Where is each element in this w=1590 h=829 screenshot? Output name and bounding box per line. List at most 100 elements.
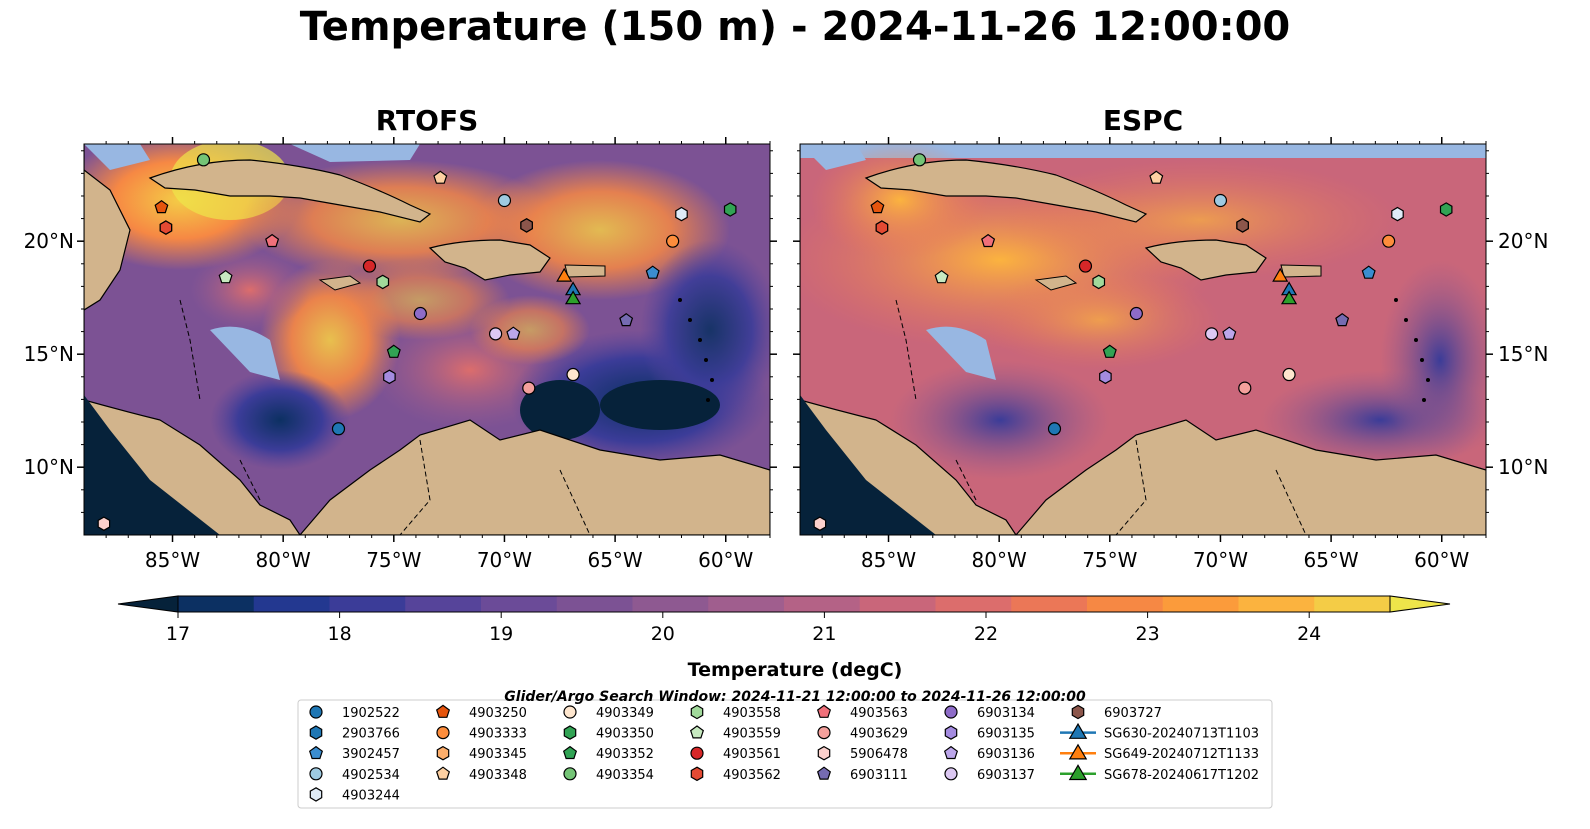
- argo-marker-4903348: [433, 170, 448, 184]
- colorbar-bin: [556, 596, 634, 612]
- argo-marker-3902457: [645, 265, 660, 279]
- argo-marker-6903727: [1236, 218, 1249, 233]
- legend-label: 2903766: [342, 727, 400, 742]
- argo-marker-4903561: [1078, 259, 1093, 273]
- legend-title: Glider/Argo Search Window: 2024-11-21 12…: [504, 689, 1086, 705]
- argo-marker-4903354: [196, 153, 211, 167]
- colorbar-bin: [1314, 596, 1391, 612]
- legend-swatch: [436, 725, 450, 740]
- legend-swatch: [816, 704, 832, 718]
- legend-swatch: [309, 705, 323, 719]
- legend-label: 6903134: [977, 706, 1035, 721]
- colorbar-tick-label: 24: [1297, 623, 1321, 645]
- lat-tick-label: 20°N: [24, 229, 74, 253]
- colorbar-bin: [329, 596, 406, 612]
- panel-title-rtofs: RTOFS: [375, 104, 479, 137]
- glider-marker-SG649-20240712T1133: [1272, 267, 1289, 282]
- argo-marker-5906478: [813, 516, 827, 531]
- lon-tick-label: 75°W: [1082, 548, 1137, 572]
- legend-label: 4903345: [469, 747, 527, 762]
- colorbar-bin: [253, 596, 331, 612]
- argo-marker-6903135: [1099, 369, 1112, 385]
- legend-label: 4903562: [723, 768, 781, 783]
- argo-marker-4903563: [981, 233, 996, 248]
- argo-marker-4903250: [154, 199, 169, 214]
- panel-title-espc: ESPC: [1102, 104, 1184, 137]
- colorbar-bin: [178, 596, 255, 612]
- argo-marker-4903250: [870, 199, 885, 214]
- lat-tick-label: 10°N: [1498, 455, 1548, 479]
- argo-marker-4902534: [1213, 193, 1228, 208]
- argo-marker-4903333: [666, 234, 680, 248]
- argo-marker-4903352: [1102, 344, 1117, 358]
- argo-marker-4903349: [566, 367, 580, 382]
- lon-tick-label: 70°W: [1193, 548, 1248, 572]
- legend-swatch: [816, 766, 832, 780]
- colorbar-bin: [405, 596, 482, 612]
- colorbar-extend-low: [117, 595, 179, 613]
- legend-label: 1902522: [342, 706, 400, 721]
- legend-swatch: [1068, 764, 1088, 781]
- legend-swatch: [308, 745, 324, 760]
- colorbar-bin: [1238, 596, 1315, 612]
- legend-label: 4903354: [596, 768, 654, 783]
- colorbar-tick-label: 20: [651, 623, 675, 645]
- colorbar-tick-label: 22: [974, 623, 998, 645]
- legend-swatch: [436, 745, 450, 761]
- colorbar-bin: [708, 596, 785, 612]
- argo-marker-4903629: [1238, 381, 1252, 395]
- argo-marker-4903559: [218, 269, 233, 284]
- legend-label: 6903136: [977, 747, 1035, 762]
- argo-marker-4903350: [723, 202, 737, 217]
- legend-label: 5906478: [850, 747, 908, 762]
- legend-label: 6903111: [850, 768, 908, 783]
- legend-swatch: [309, 767, 323, 781]
- legend-label: 4903629: [850, 727, 908, 742]
- legend-label: 4903244: [342, 788, 400, 803]
- argo-marker-4903348: [1149, 170, 1164, 184]
- argo-marker-6903134: [413, 306, 427, 321]
- legend-label: 4903250: [469, 706, 527, 721]
- legend-label: 4902534: [342, 768, 400, 783]
- legend-swatch: [563, 705, 577, 719]
- legend-label: SG649-20240712T1133: [1104, 747, 1259, 762]
- legend-swatch: [944, 705, 958, 719]
- argo-marker-4903561: [362, 259, 377, 273]
- legend-label: 4903350: [596, 727, 654, 742]
- legend-label: 6903727: [1104, 706, 1162, 721]
- legend-swatch: [562, 745, 578, 760]
- lat-tick-label: 15°N: [24, 342, 74, 366]
- legend-swatch: [1068, 722, 1088, 739]
- legend-label: 6903137: [977, 768, 1035, 783]
- argo-marker-4903558: [376, 274, 390, 290]
- argo-marker-6903111: [619, 312, 634, 327]
- argo-marker-5906478: [97, 516, 111, 531]
- argo-marker-6903111: [1335, 312, 1350, 327]
- legend-label: 4903563: [850, 706, 908, 721]
- legend-swatch: [309, 725, 323, 740]
- lon-tick-label: 85°W: [145, 548, 200, 572]
- colorbar-extend-high: [1389, 595, 1451, 613]
- argo-marker-1902522: [1047, 422, 1062, 436]
- argo-marker-6903137: [489, 327, 503, 341]
- argo-marker-4903350: [1439, 202, 1453, 217]
- legend-label: 4903559: [723, 727, 781, 742]
- colorbar-tick-label: 23: [1136, 623, 1160, 645]
- legend-swatch: [817, 725, 831, 740]
- colorbar-bin: [859, 596, 937, 612]
- colorbar-bin: [935, 596, 1012, 612]
- legend-swatch: [943, 745, 959, 760]
- argo-marker-4903244: [1391, 206, 1404, 222]
- lat-tick-label: 15°N: [1498, 342, 1548, 366]
- colorbar-tick-label: 21: [812, 623, 836, 645]
- colorbar-bin: [784, 596, 861, 612]
- argo-marker-4902534: [497, 193, 512, 208]
- legend-label: 4903349: [596, 706, 654, 721]
- legend-swatch: [944, 767, 958, 781]
- argo-marker-4903562: [875, 220, 889, 235]
- argo-marker-3902457: [1361, 265, 1376, 279]
- lon-tick-label: 80°W: [256, 548, 311, 572]
- colorbar-bin: [1011, 596, 1088, 612]
- argo-marker-6903136: [506, 326, 521, 340]
- legend-swatch: [817, 745, 831, 761]
